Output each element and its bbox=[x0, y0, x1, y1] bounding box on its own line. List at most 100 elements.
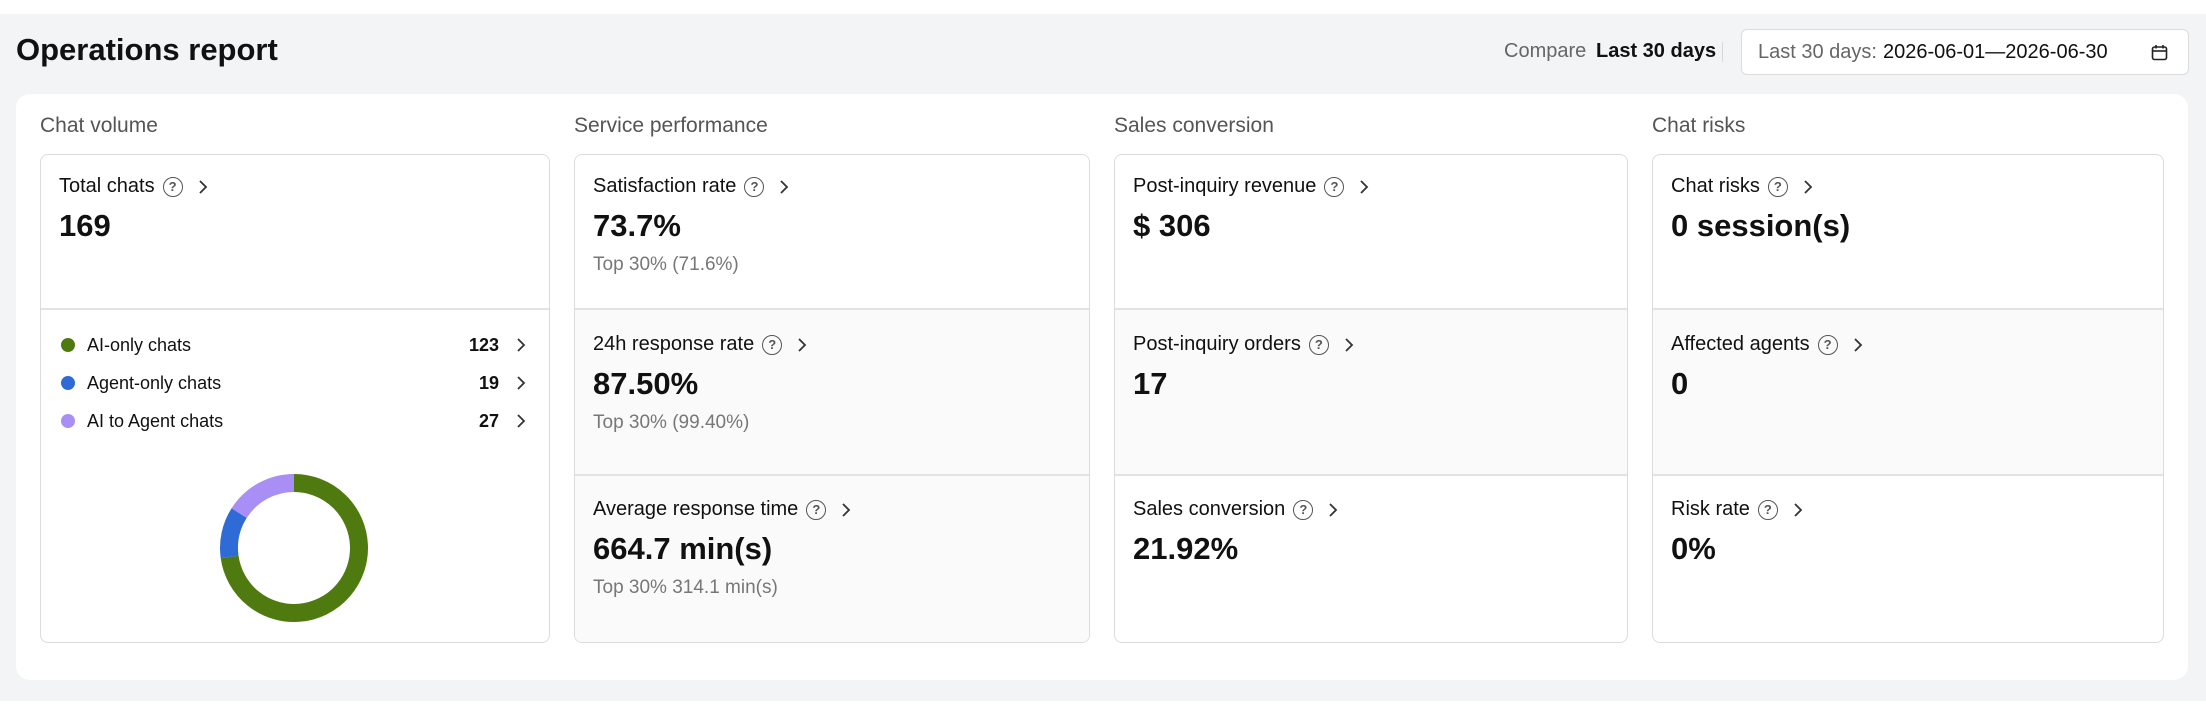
metric-label: Total chats bbox=[59, 175, 155, 197]
panel-divider bbox=[1653, 474, 2163, 476]
help-icon[interactable]: ? bbox=[806, 499, 827, 520]
benchmark-value: (99.40%) bbox=[672, 412, 750, 433]
benchmark-value: (71.6%) bbox=[672, 254, 739, 275]
date-range-picker[interactable]: Last 30 days: 2026-06-01—2026-06-30 bbox=[1741, 29, 2189, 75]
blue-dot-icon bbox=[61, 376, 75, 390]
metric-chat-risks[interactable]: Chat risks ? 0 session(s) bbox=[1671, 175, 1850, 244]
metric-24h-response-rate[interactable]: 24h response rate ? 87.50% Top 30% (99.4… bbox=[593, 333, 810, 434]
page-title: Operations report bbox=[16, 32, 278, 67]
legend-row-ai-only[interactable]: AI-only chats 123 bbox=[61, 332, 529, 358]
panel-shaded-area bbox=[1115, 310, 1627, 474]
help-icon[interactable]: ? bbox=[1324, 176, 1345, 197]
panel-divider bbox=[575, 308, 1089, 310]
metric-label: Chat risks bbox=[1671, 175, 1760, 197]
donut-slice bbox=[220, 474, 368, 622]
service-performance-panel: Satisfaction rate ? 73.7% Top 30% (71.6%… bbox=[574, 154, 1090, 643]
donut-slice bbox=[220, 508, 247, 559]
metric-value: 17 bbox=[1133, 366, 1168, 401]
metric-label: Risk rate bbox=[1671, 498, 1750, 520]
metric-label: 24h response rate bbox=[593, 333, 755, 355]
metric-value: $ 306 bbox=[1133, 208, 1211, 243]
legend-row-agent-only[interactable]: Agent-only chats 19 bbox=[61, 370, 529, 396]
metric-value: 21.92% bbox=[1133, 531, 1239, 566]
benchmark-value: 314.1 min(s) bbox=[672, 577, 778, 598]
section-title-chat-volume: Chat volume bbox=[40, 114, 158, 137]
help-icon[interactable]: ? bbox=[162, 176, 183, 197]
chat-breakdown-donut bbox=[220, 474, 368, 622]
benchmark-label: Top 30% bbox=[593, 412, 667, 433]
chat-volume-panel: Total chats ? 169 AI-only chats 123 Agen… bbox=[40, 154, 550, 643]
section-title-service-performance: Service performance bbox=[574, 114, 768, 137]
metric-benchmark: Top 30% 314.1 min(s) bbox=[593, 577, 854, 599]
legend-value: 123 bbox=[468, 334, 499, 355]
section-title-chat-risks: Chat risks bbox=[1652, 114, 1746, 137]
metric-label: Average response time bbox=[593, 498, 799, 520]
help-icon[interactable]: ? bbox=[1308, 334, 1329, 355]
compare-label: Compare bbox=[1504, 40, 1587, 62]
legend-row-ai-to-agent[interactable]: AI to Agent chats 27 bbox=[61, 408, 529, 434]
panel-divider bbox=[575, 474, 1089, 476]
panel-divider bbox=[1115, 474, 1627, 476]
legend-label: AI to Agent chats bbox=[87, 410, 224, 431]
chevron-right-icon[interactable] bbox=[776, 177, 792, 197]
metric-risk-rate[interactable]: Risk rate ? 0% bbox=[1671, 498, 1806, 567]
benchmark-label: Top 30% bbox=[593, 254, 667, 275]
help-icon[interactable]: ? bbox=[1817, 334, 1838, 355]
chevron-right-icon[interactable] bbox=[1325, 500, 1341, 520]
help-icon[interactable]: ? bbox=[744, 176, 765, 197]
metric-total-chats[interactable]: Total chats ? 169 bbox=[59, 175, 211, 244]
help-icon[interactable]: ? bbox=[1767, 176, 1788, 197]
metric-label: Post-inquiry orders bbox=[1133, 333, 1301, 355]
header-divider bbox=[1722, 42, 1723, 62]
chevron-right-icon[interactable] bbox=[1356, 177, 1372, 197]
metric-value: 0 bbox=[1671, 366, 1689, 401]
metric-label: Sales conversion bbox=[1133, 498, 1286, 520]
metric-label: Post-inquiry revenue bbox=[1133, 175, 1317, 197]
help-icon[interactable]: ? bbox=[1757, 499, 1778, 520]
metric-post-inquiry-revenue[interactable]: Post-inquiry revenue ? $ 306 bbox=[1133, 175, 1372, 244]
help-icon[interactable]: ? bbox=[762, 334, 783, 355]
metric-satisfaction-rate[interactable]: Satisfaction rate ? 73.7% Top 30% (71.6%… bbox=[593, 175, 792, 276]
legend-value: 19 bbox=[478, 372, 499, 393]
benchmark-label: Top 30% bbox=[593, 577, 667, 598]
compare-period-selector[interactable]: Last 30 days bbox=[1596, 40, 1717, 62]
panel-shaded-area bbox=[1653, 310, 2163, 474]
chat-risks-panel: Chat risks ? 0 session(s) Affected agent… bbox=[1652, 154, 2164, 643]
panel-divider bbox=[1653, 308, 2163, 310]
help-icon[interactable]: ? bbox=[1293, 499, 1314, 520]
metric-value: 0% bbox=[1671, 531, 1716, 566]
chevron-right-icon[interactable] bbox=[838, 500, 854, 520]
metric-value: 0 session(s) bbox=[1671, 208, 1851, 243]
date-range-value: 2026-06-01—2026-06-30 bbox=[1883, 41, 2108, 63]
legend-label: AI-only chats bbox=[87, 334, 192, 355]
purple-dot-icon bbox=[61, 414, 75, 428]
panel-divider bbox=[1115, 308, 1627, 310]
metric-label: Affected agents bbox=[1671, 333, 1810, 355]
date-range-label: Last 30 days: bbox=[1758, 41, 1877, 63]
report-card: Chat volume Total chats ? 169 AI-only ch… bbox=[16, 94, 2188, 680]
metric-post-inquiry-orders[interactable]: Post-inquiry orders ? 17 bbox=[1133, 333, 1357, 402]
metric-benchmark: Top 30% (71.6%) bbox=[593, 254, 792, 276]
chevron-right-icon[interactable] bbox=[1850, 335, 1866, 355]
calendar-icon bbox=[2151, 45, 2168, 61]
legend-value: 27 bbox=[478, 410, 499, 431]
sales-conversion-panel: Post-inquiry revenue ? $ 306 Post-inquir… bbox=[1114, 154, 1628, 643]
metric-average-response-time[interactable]: Average response time ? 664.7 min(s) Top… bbox=[593, 498, 854, 599]
chevron-right-icon[interactable] bbox=[1800, 177, 1816, 197]
metric-affected-agents[interactable]: Affected agents ? 0 bbox=[1671, 333, 1866, 402]
donut-slice bbox=[231, 474, 295, 519]
chevron-right-icon[interactable] bbox=[195, 177, 211, 197]
metric-sales-conversion[interactable]: Sales conversion ? 21.92% bbox=[1133, 498, 1341, 567]
panel-shaded-area bbox=[575, 310, 1089, 642]
chevron-right-icon[interactable] bbox=[794, 335, 810, 355]
metric-label: Satisfaction rate bbox=[593, 175, 737, 197]
metric-value: 664.7 min(s) bbox=[593, 531, 773, 566]
metric-value: 73.7% bbox=[593, 208, 681, 243]
chevron-right-icon[interactable] bbox=[513, 373, 529, 393]
chevron-right-icon[interactable] bbox=[513, 411, 529, 431]
chevron-right-icon[interactable] bbox=[1341, 335, 1357, 355]
chevron-right-icon[interactable] bbox=[513, 335, 529, 355]
chevron-right-icon[interactable] bbox=[1790, 500, 1806, 520]
panel-divider bbox=[41, 308, 549, 310]
metric-value: 169 bbox=[59, 208, 111, 243]
